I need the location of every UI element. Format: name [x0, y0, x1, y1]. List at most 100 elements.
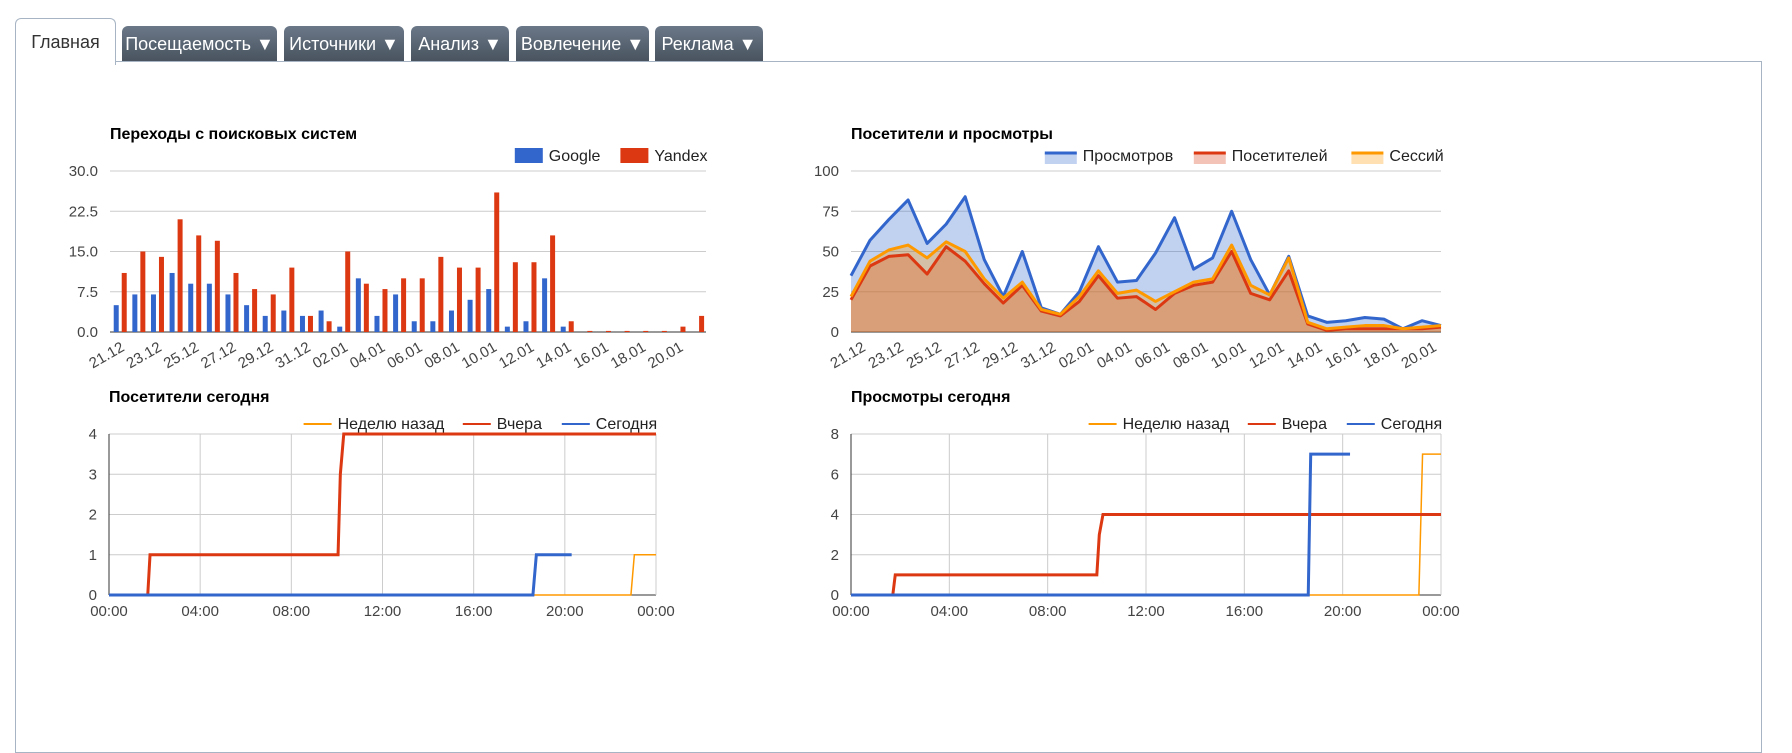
chart-title: Переходы с поисковых систем: [110, 126, 357, 143]
tab-traffic[interactable]: Посещаемость ▼: [122, 26, 277, 62]
x-tick-label: 16.01: [1322, 339, 1363, 372]
legend-swatch: [1044, 153, 1077, 164]
series-line: [849, 195, 1442, 331]
x-tick-label: 12:00: [364, 603, 402, 620]
tab-sources[interactable]: Источники ▼: [284, 26, 404, 62]
series-line: [849, 240, 1442, 331]
legend-label: Сессий: [1389, 148, 1443, 165]
legend-label: Неделю назад: [1123, 416, 1230, 433]
bar-yandex: [401, 278, 407, 332]
x-tick-label: 20.01: [645, 339, 686, 372]
x-tick-label: 25.12: [904, 339, 945, 372]
bar-google: [281, 310, 287, 332]
bar-yandex: [605, 330, 611, 332]
bar-yandex: [214, 240, 220, 332]
y-tick-label: 0: [831, 324, 839, 341]
x-tick-label: 04.01: [347, 339, 388, 372]
bar-yandex: [624, 330, 630, 332]
bar-google: [467, 299, 473, 332]
bar-yandex: [345, 251, 351, 332]
x-tick-label: 25.12: [161, 339, 202, 372]
legend-label: Неделю назад: [338, 416, 445, 433]
x-tick-label: 31.12: [1018, 339, 1059, 372]
x-tick-label: 08.01: [1170, 339, 1211, 372]
bar-yandex: [419, 278, 425, 332]
bar-yandex: [177, 219, 183, 332]
bar-yandex: [270, 294, 276, 332]
bar-yandex: [382, 289, 388, 332]
x-tick-label: 23.12: [124, 339, 165, 372]
x-tick-label: 27.12: [198, 339, 239, 372]
y-tick-label: 0: [831, 587, 839, 604]
x-tick-label: 18.01: [1360, 339, 1401, 372]
bar-google: [430, 321, 436, 332]
tab-home[interactable]: Главная: [15, 18, 116, 65]
y-tick-label: 0: [89, 587, 97, 604]
bar-google: [523, 321, 529, 332]
visitors-today-chart: Посетители сегодня 0 1 2 3 4 00:00 04:00 08:00 12…: [89, 389, 675, 620]
x-tick-label: 08:00: [273, 603, 311, 620]
y-tick-label: 25: [822, 284, 839, 301]
y-tick-label: 7.5: [77, 284, 98, 301]
x-tick-label: 12.01: [1246, 339, 1287, 372]
bar-yandex: [680, 326, 686, 332]
bar-google: [318, 310, 324, 332]
x-tick-label: 23.12: [866, 339, 907, 372]
y-tick-label: 100: [814, 163, 839, 180]
x-tick-label: 02.01: [1056, 339, 1097, 372]
x-tick-label: 14.01: [533, 339, 574, 372]
bar-yandex: [158, 256, 164, 332]
x-tick-label: 20:00: [546, 603, 584, 620]
x-tick-label: 04:00: [931, 603, 969, 620]
bar-google: [374, 315, 380, 332]
bar-yandex: [121, 272, 127, 332]
bar-yandex: [363, 283, 369, 332]
tab-engagement[interactable]: Вовлечение ▼: [516, 26, 649, 62]
x-tick-label: 10.01: [459, 339, 500, 372]
bar-yandex: [252, 289, 258, 332]
x-tick-label: 16:00: [455, 603, 493, 620]
chart-title: Посетители сегодня: [109, 389, 269, 406]
legend-label: Вчера: [497, 416, 542, 433]
x-tick-label: 02.01: [310, 339, 351, 372]
legend-label: Посетителей: [1232, 148, 1328, 165]
bar-google: [150, 294, 156, 332]
legend-label: Сегодня: [1381, 416, 1442, 433]
x-tick-label: 31.12: [273, 339, 314, 372]
bar-yandex: [587, 330, 593, 332]
x-tick-label: 14.01: [1284, 339, 1325, 372]
x-tick-label: 04:00: [181, 603, 219, 620]
bar-yandex: [699, 315, 705, 332]
tab-analysis[interactable]: Анализ ▼: [411, 26, 509, 62]
area-fill: [851, 241, 1441, 332]
bar-yandex: [307, 315, 313, 332]
y-tick-label: 8: [831, 426, 839, 443]
x-tick-label: 00:00: [1422, 603, 1460, 620]
x-tick-label: 06.01: [384, 339, 425, 372]
y-tick-label: 2: [89, 507, 97, 524]
x-tick-label: 08.01: [422, 339, 463, 372]
x-tick-label: 08:00: [1029, 603, 1067, 620]
x-tick-label: 12:00: [1127, 603, 1165, 620]
legend-label: Вчера: [1282, 416, 1327, 433]
bar-yandex: [326, 321, 332, 332]
bar-google: [504, 326, 510, 332]
x-tick-label: 21.12: [827, 339, 868, 372]
x-tick-label: 12.01: [496, 339, 537, 372]
bar-yandex: [661, 330, 667, 332]
dashboard-panel: [15, 61, 1762, 753]
legend-swatch: [1351, 153, 1384, 164]
y-tick-label: 4: [831, 507, 839, 524]
y-tick-label: 30.0: [69, 163, 98, 180]
bar-yandex: [456, 267, 462, 332]
bar-yandex: [438, 256, 444, 332]
bar-google: [225, 294, 231, 332]
y-tick-label: 2: [831, 547, 839, 564]
bar-yandex: [494, 192, 500, 332]
bar-google: [542, 278, 548, 332]
legend-label: Yandex: [654, 148, 707, 165]
tab-ads[interactable]: Реклама ▼: [655, 26, 763, 62]
bar-yandex: [289, 267, 295, 332]
x-tick-label: 29.12: [235, 339, 276, 372]
legend-swatch: [514, 148, 543, 163]
